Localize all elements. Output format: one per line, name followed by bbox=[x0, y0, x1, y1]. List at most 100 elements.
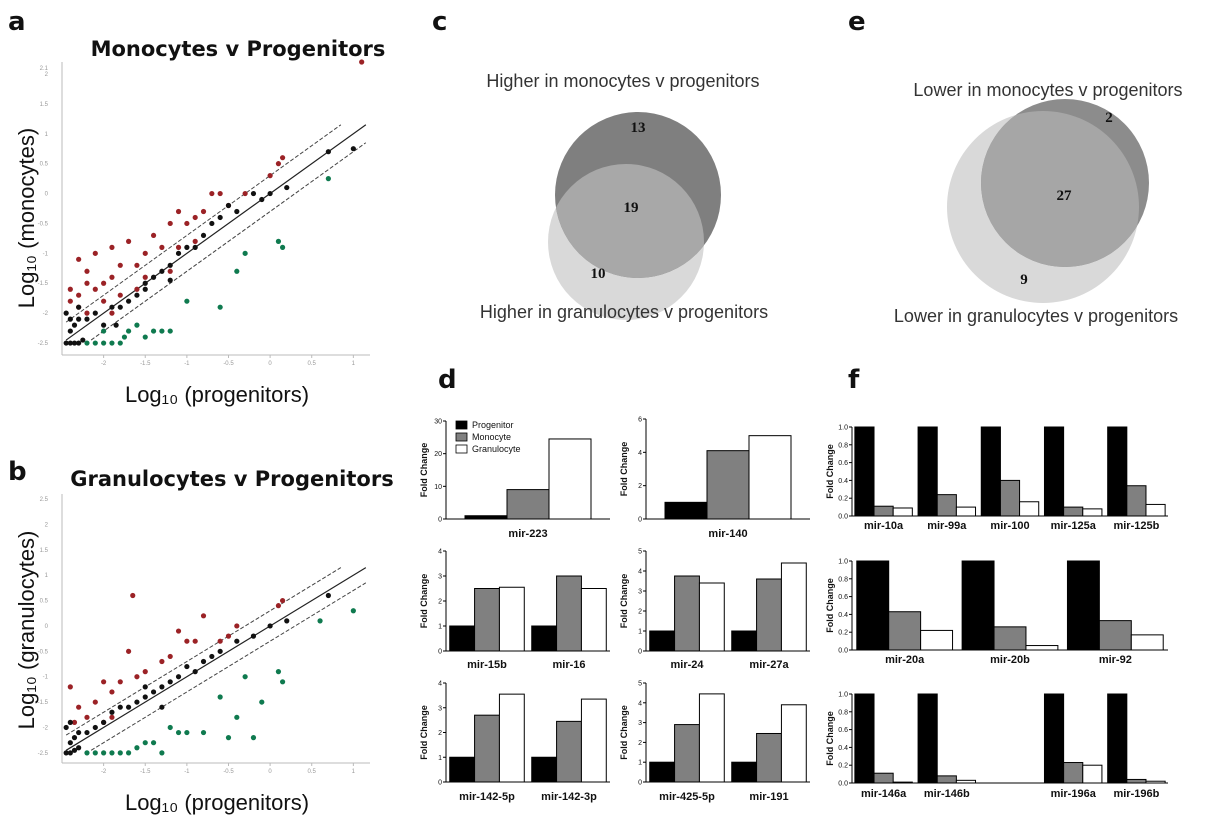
y-tick-label: -0.5 bbox=[38, 649, 49, 655]
y-tick-label: 1.0 bbox=[838, 425, 848, 432]
data-point-up bbox=[217, 638, 223, 644]
data-point-up bbox=[76, 292, 82, 298]
data-point-up bbox=[109, 274, 115, 280]
data-point-down bbox=[275, 238, 282, 244]
data-point-up bbox=[117, 679, 123, 685]
data-point-up bbox=[109, 310, 115, 316]
bar-progenitor bbox=[1066, 560, 1100, 651]
x-tick-label: -1 bbox=[184, 769, 190, 775]
venn-diagram-e: Lower in monocytes v progenitors Lower i… bbox=[894, 80, 1183, 326]
category-label: mir-191 bbox=[749, 791, 788, 803]
data-point-neutral bbox=[125, 298, 132, 304]
category-label: mir-196a bbox=[1051, 788, 1097, 800]
y-tick-label: -2.5 bbox=[38, 751, 49, 757]
data-point-up bbox=[192, 638, 198, 644]
bar-chart-f1: 0.0 0.2 0.4 0.6 0.8 1.0 Fold Change mir-10a mir-… bbox=[825, 425, 1168, 532]
bar-chart-f2: 0.0 0.2 0.4 0.6 0.8 1.0 Fold Change mir-20a mir-… bbox=[825, 559, 1168, 666]
y-tick-label: 30 bbox=[434, 419, 442, 426]
y-axis-label-f3: Fold Change bbox=[825, 711, 835, 766]
data-point-down bbox=[92, 750, 98, 756]
x-tick-label: -2 bbox=[101, 361, 107, 367]
y-tick-label: 0 bbox=[438, 780, 442, 787]
y-tick-label: 0.2 bbox=[838, 763, 848, 770]
data-point-neutral bbox=[184, 663, 190, 670]
data-point-neutral bbox=[325, 149, 331, 155]
data-point-up bbox=[76, 704, 82, 710]
bar-progenitor bbox=[449, 756, 476, 783]
bar-chart-d4: 0 1 2 3 4 5 Fold Change mir-24 mir-27a bbox=[619, 549, 810, 671]
data-point-neutral bbox=[67, 750, 73, 756]
category-label: mir-146b bbox=[924, 788, 970, 800]
data-point-down bbox=[117, 750, 123, 756]
data-point-down bbox=[134, 322, 140, 328]
category-label: mir-196b bbox=[1113, 788, 1159, 800]
data-point-up bbox=[76, 256, 82, 262]
data-point-neutral bbox=[234, 208, 240, 215]
data-point-up bbox=[67, 298, 73, 304]
data-point-up bbox=[359, 59, 365, 65]
bar-granulocyte bbox=[955, 779, 977, 784]
y-tick-label: 1 bbox=[438, 755, 442, 762]
y-axis-label-d5: Fold Change bbox=[419, 705, 429, 760]
venn-c-only-bottom: 10 bbox=[591, 266, 606, 282]
panel-label-f: f bbox=[848, 365, 860, 395]
bar-monocyte bbox=[873, 772, 894, 784]
bar-progenitor bbox=[449, 625, 476, 652]
legend-d: Progenitor Monocyte Granulocyte bbox=[455, 420, 521, 454]
data-point-neutral bbox=[101, 719, 107, 725]
bar-granulocyte bbox=[580, 588, 607, 652]
data-point-neutral bbox=[101, 322, 107, 328]
data-point-down bbox=[101, 750, 107, 756]
category-label: mir-125b bbox=[1113, 520, 1159, 532]
upper-threshold-line bbox=[65, 124, 342, 323]
bar-progenitor bbox=[649, 630, 676, 652]
bar-progenitor bbox=[856, 560, 890, 651]
data-point-neutral bbox=[80, 337, 86, 343]
bar-chart-f3: 0.0 0.2 0.4 0.6 0.8 1.0 Fold Change mir-146a mir… bbox=[825, 692, 1168, 800]
legend-swatch-monocyte bbox=[455, 432, 468, 442]
y-tick-label: 2 bbox=[438, 599, 442, 606]
data-point-neutral bbox=[76, 729, 82, 736]
data-point-up bbox=[92, 286, 98, 292]
category-label: mir-20a bbox=[885, 654, 925, 666]
data-point-up bbox=[101, 679, 107, 685]
data-point-neutral bbox=[200, 658, 207, 665]
data-point-down bbox=[234, 268, 240, 274]
y-tick-label: 0.2 bbox=[838, 630, 848, 637]
y-tick-label: 0.4 bbox=[838, 478, 848, 485]
bar-monocyte bbox=[556, 720, 582, 783]
panel-label-a: a bbox=[8, 7, 26, 37]
bar-granulocyte bbox=[1082, 764, 1103, 784]
x-axis-label-a: Log₁₀ (progenitors) bbox=[125, 382, 309, 407]
data-point-neutral bbox=[84, 729, 90, 736]
data-point-neutral bbox=[142, 684, 148, 690]
lower-threshold-line bbox=[90, 142, 367, 341]
y-tick-label: 20 bbox=[434, 451, 442, 458]
y-tick-label: 0.5 bbox=[40, 599, 49, 605]
x-tick-label: -2 bbox=[101, 769, 107, 775]
y-tick-label: 0 bbox=[638, 780, 642, 787]
data-point-up bbox=[109, 714, 115, 720]
data-point-neutral bbox=[209, 653, 215, 660]
bar-monocyte bbox=[706, 450, 750, 520]
data-point-up bbox=[125, 238, 132, 244]
data-point-down bbox=[217, 304, 223, 310]
data-point-neutral bbox=[150, 274, 157, 280]
data-point-neutral bbox=[267, 190, 273, 197]
data-point-up bbox=[130, 592, 136, 599]
data-point-neutral bbox=[167, 277, 173, 283]
bar-monocyte bbox=[936, 775, 957, 784]
data-point-neutral bbox=[113, 322, 119, 328]
data-point-neutral bbox=[142, 694, 148, 700]
bar-progenitor bbox=[1043, 426, 1065, 517]
data-point-up bbox=[200, 208, 207, 215]
data-point-up bbox=[92, 250, 98, 256]
data-point-up bbox=[279, 155, 286, 161]
data-point-up bbox=[142, 274, 148, 280]
data-point-up bbox=[125, 648, 132, 654]
data-point-neutral bbox=[67, 316, 73, 322]
y-tick-label: -1 bbox=[43, 251, 49, 257]
data-point-down bbox=[275, 669, 282, 675]
